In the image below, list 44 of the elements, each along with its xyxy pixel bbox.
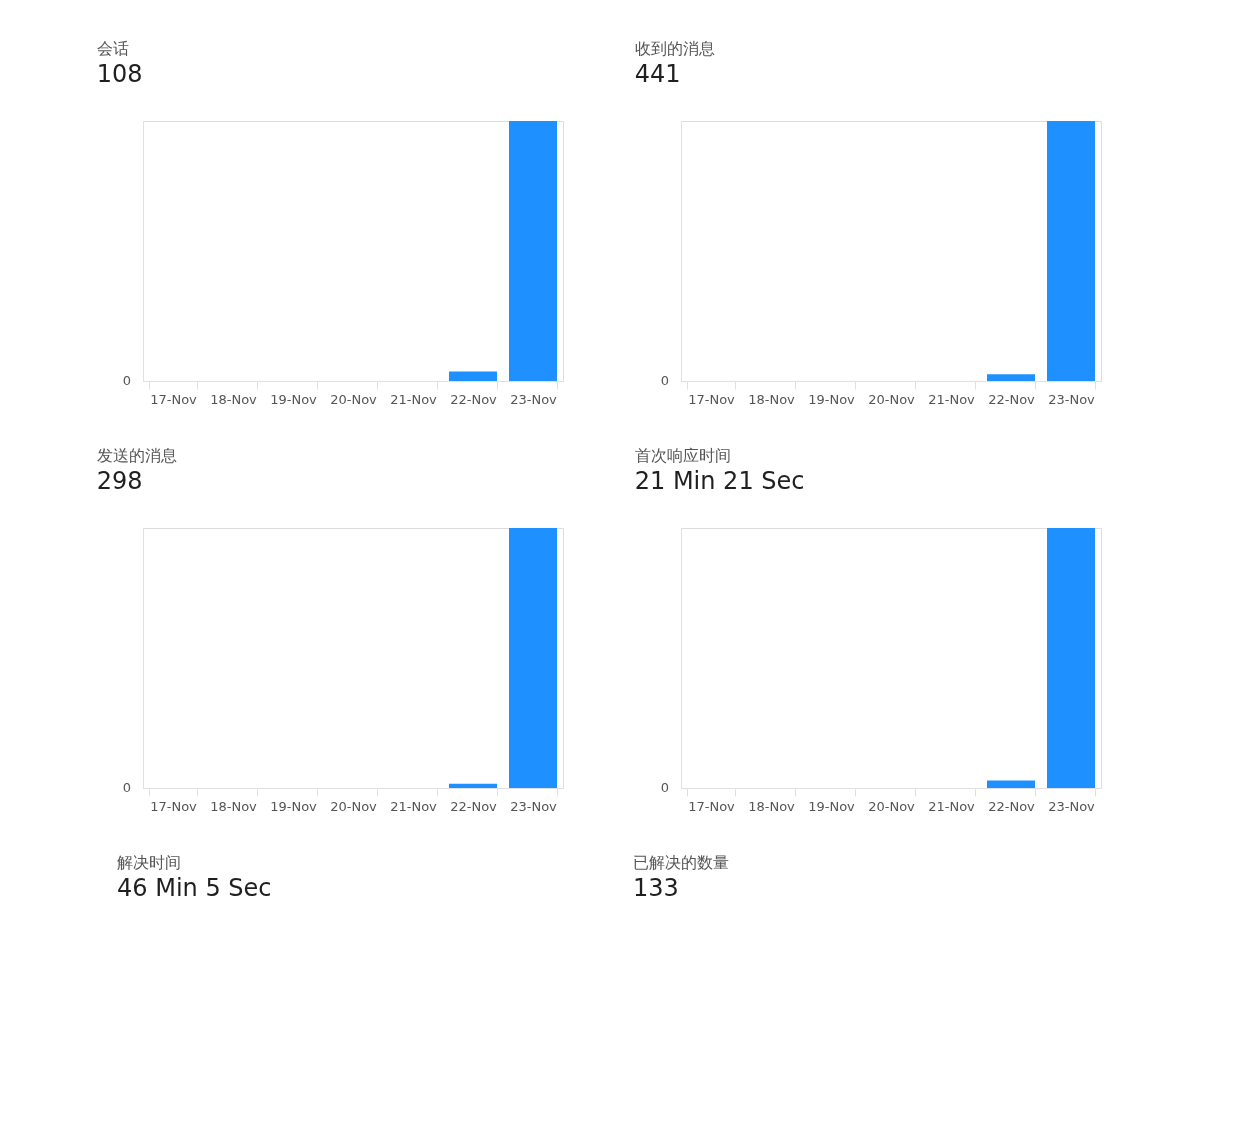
chart-title: 会话 (96, 39, 129, 58)
text: 0 (122, 780, 131, 795)
chart-title: 发送的消息 (96, 446, 177, 465)
chart-subtitle: 441 (634, 60, 681, 88)
x-tick-label: 21-Nov (928, 391, 976, 407)
x-tick-label: 23-Nov (1048, 798, 1096, 814)
x-tick-label: 19-Nov (808, 798, 856, 814)
text: 0 (660, 780, 669, 795)
chart-subtitle: 298 (96, 467, 143, 495)
text: 解决时间 (117, 852, 181, 872)
x-tick-label: 20-Nov (868, 391, 916, 407)
x-tick-label: 18-Nov (210, 798, 258, 814)
x-tick-label: 18-Nov (210, 391, 258, 407)
text: 已解决的数量 (633, 852, 729, 872)
x-tick-label: 17-Nov (688, 391, 736, 407)
x-tick-label: 20-Nov (330, 798, 378, 814)
x-tick-label: 23-Nov (1048, 391, 1096, 407)
text: 46 Min 5 Sec (117, 873, 272, 902)
x-tick-label: 19-Nov (270, 798, 318, 814)
x-tick-label: 22-Nov (988, 798, 1036, 814)
x-tick-label: 21-Nov (390, 391, 438, 407)
x-tick-label: 23-Nov (510, 391, 558, 407)
x-tick-label: 22-Nov (988, 391, 1036, 407)
x-tick-label: 17-Nov (688, 798, 736, 814)
x-tick-label: 18-Nov (748, 798, 796, 814)
x-tick-label: 17-Nov (150, 798, 198, 814)
chart-title: 收到的消息 (634, 39, 715, 58)
x-tick-label: 19-Nov (270, 391, 318, 407)
chart-subtitle: 108 (96, 60, 143, 88)
x-tick-label: 22-Nov (450, 798, 498, 814)
text: 0 (122, 373, 131, 388)
x-tick-label: 21-Nov (928, 798, 976, 814)
text: 133 (633, 873, 679, 902)
x-tick-label: 17-Nov (150, 391, 198, 407)
text: 0 (660, 373, 669, 388)
x-tick-label: 18-Nov (748, 391, 796, 407)
x-tick-label: 20-Nov (330, 391, 378, 407)
x-tick-label: 21-Nov (390, 798, 438, 814)
x-tick-label: 22-Nov (450, 391, 498, 407)
x-tick-label: 19-Nov (808, 391, 856, 407)
chart-title: 首次响应时间 (634, 446, 731, 465)
chart-subtitle: 21 Min 21 Sec (634, 467, 805, 495)
x-tick-label: 20-Nov (868, 798, 916, 814)
x-tick-label: 23-Nov (510, 798, 558, 814)
